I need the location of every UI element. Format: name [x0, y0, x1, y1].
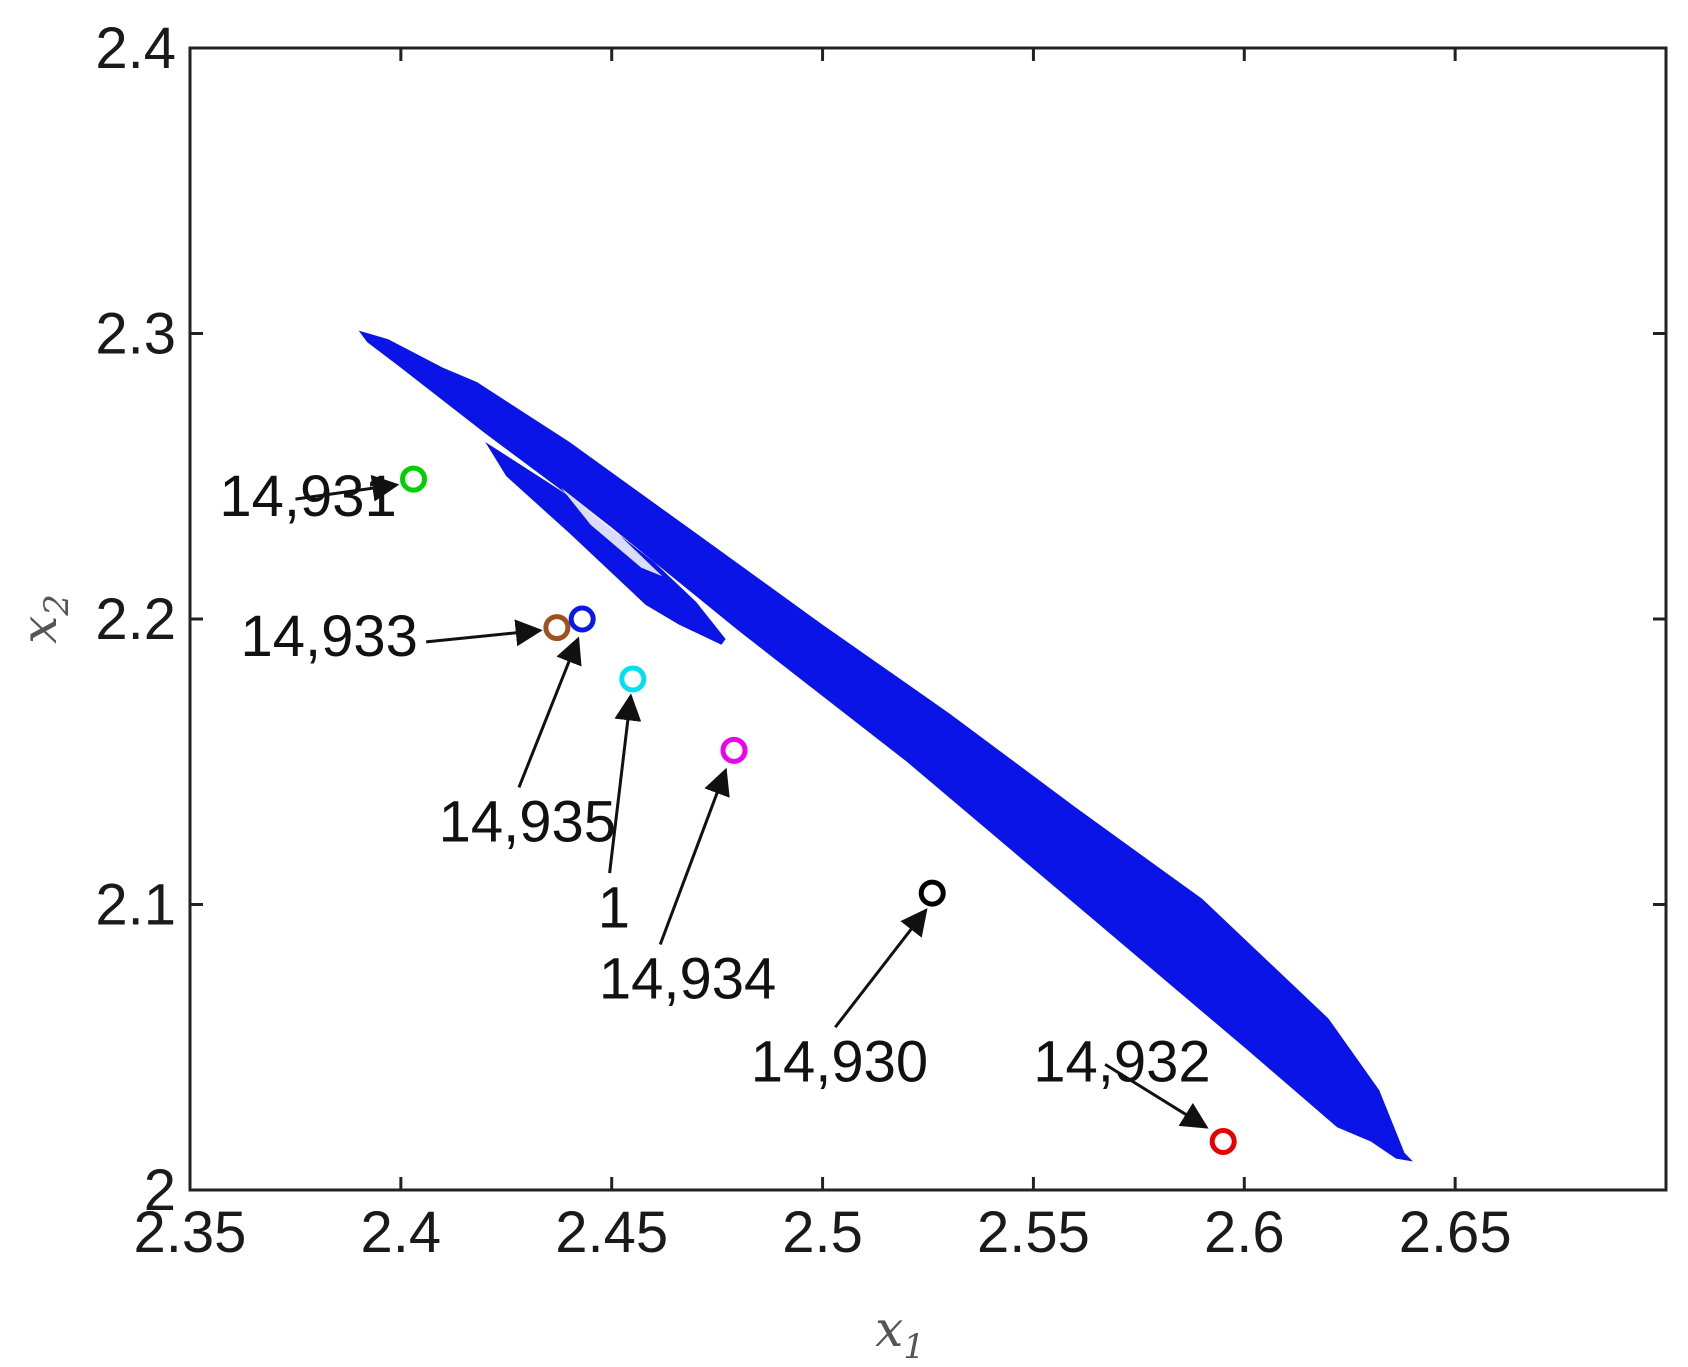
marker-point: [543, 614, 571, 642]
annotation-labels: 14,931 14,933 14,935 1 14,934 14,930 14,932: [219, 464, 1210, 1094]
x-tick-label: 2.45: [555, 1200, 668, 1265]
annotation-arrow: [426, 619, 543, 647]
marker-points: [400, 465, 1237, 1155]
annotation-arrow: [517, 636, 582, 788]
annotation-label: 14,934: [599, 947, 776, 1012]
y-tick-label: 2.3: [95, 302, 176, 367]
x-tick-label: 2.55: [977, 1200, 1090, 1265]
ticks-layer: 2.35 2.4 2.45 2.5 2.55 2.6 2.65 2 2.1 2.2 2.3 2.4: [95, 16, 1666, 1265]
x-axis-label: x1: [875, 1300, 925, 1367]
x-tick-label: 2.4: [361, 1200, 442, 1265]
attractor-layer: [358, 330, 1414, 1162]
annotation-arrow: [658, 767, 730, 945]
attractor-lobe-gap: [561, 487, 663, 577]
y-axis-label-subscript: 2: [37, 594, 77, 617]
y-tick-label: 2: [144, 1158, 176, 1223]
marker-point: [720, 736, 748, 764]
axes-frame: [188, 46, 1668, 1192]
annotation-label: 14,933: [240, 604, 417, 669]
x-tick-label: 2.65: [1399, 1200, 1512, 1265]
marker-point: [918, 879, 946, 907]
x-axis-label-main: x: [875, 1300, 903, 1358]
annotation-label: 14,930: [751, 1030, 928, 1095]
annotation-arrow: [1104, 1063, 1209, 1129]
annotation-label: 1: [598, 875, 630, 940]
annotation-label: 14,931: [219, 464, 396, 529]
annotation-arrow: [834, 908, 928, 1029]
annotation-arrows: [295, 474, 1209, 1129]
annotation-label: 14,935: [439, 790, 616, 855]
marker-point: [1209, 1127, 1237, 1155]
attractor-inner-lobe: [485, 442, 726, 645]
y-axis-label: x2: [10, 594, 77, 644]
marker-point: [400, 465, 428, 493]
annotation-label: 14,932: [1033, 1030, 1210, 1095]
y-axis-label-main: x: [10, 616, 68, 644]
annotation-arrow: [608, 693, 642, 874]
x-tick-label: 2.35: [134, 1200, 247, 1265]
y-tick-label: 2.1: [95, 873, 176, 938]
x-tick-label: 2.5: [782, 1200, 863, 1265]
y-tick-label: 2.2: [95, 587, 176, 652]
x-tick-label: 2.6: [1204, 1200, 1285, 1265]
attractor-outer-band: [358, 330, 1414, 1162]
y-tick-label: 2.4: [95, 16, 176, 81]
marker-point: [619, 665, 647, 693]
annotation-arrow: [295, 474, 400, 502]
marker-point: [568, 605, 596, 633]
x-axis-label-subscript: 1: [903, 1327, 925, 1367]
